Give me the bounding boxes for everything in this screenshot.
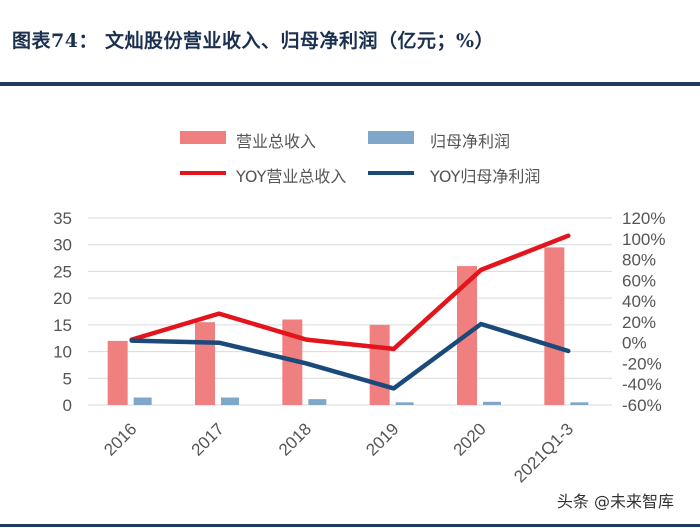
y-right-tick-label: -60% (622, 396, 662, 415)
y-left-tick-label: 5 (63, 369, 72, 388)
y-left-tick-label: 35 (53, 209, 72, 228)
y-right-tick-label: 60% (622, 271, 656, 290)
x-tick-label: 2016 (100, 419, 140, 459)
legend-label-yoy-profit: YOY归母净利润 (430, 167, 541, 186)
legend-swatch-yoy-profit (368, 171, 414, 175)
x-tick-label: 2021Q1-3 (510, 419, 577, 486)
x-tick-label: 2018 (275, 419, 315, 459)
profit-bar (570, 402, 589, 405)
y-left-tick-label: 10 (53, 343, 72, 362)
legend-yoy-profit: YOY归母净利润 (368, 163, 540, 187)
legend-label-revenue: 营业总收入 (236, 132, 317, 151)
legend-swatch-profit (368, 131, 414, 144)
legend-swatch-yoy-revenue (180, 171, 226, 175)
x-tick-label: 2019 (362, 419, 402, 459)
legend-label-yoy-revenue: YOY营业总收入 (236, 167, 347, 186)
legend-label-profit: 归母净利润 (430, 132, 511, 151)
x-tick-label: 2017 (188, 419, 228, 459)
y-right-tick-label: 20% (622, 313, 656, 332)
yoy-revenue-line (129, 233, 571, 352)
profit-bar (221, 397, 239, 405)
profit-bar (395, 402, 414, 405)
watermark: 头条 @未来智库 (554, 488, 676, 512)
legend-yoy-revenue: YOY营业总收入 (180, 163, 346, 187)
y-right-tick-label: 0% (622, 334, 647, 353)
profit-bar (133, 397, 152, 405)
y-right-tick-label: 40% (622, 292, 656, 311)
revenue-bar (107, 340, 128, 405)
page-title: 图表74： 文灿股份营业收入、归母净利润（亿元；%） (12, 30, 495, 52)
y-right-tick-label: 100% (622, 230, 665, 249)
y-left-tick-label: 25 (53, 262, 72, 281)
y-left-tick-label: 30 (53, 236, 72, 255)
y-right-tick-label: -20% (622, 354, 662, 373)
y-left-tick-label: 15 (53, 316, 72, 335)
profit-bar (308, 399, 327, 405)
revenue-bar (195, 322, 215, 405)
title-rule (0, 82, 700, 86)
y-right-tick-label: 120% (622, 209, 665, 228)
bottom-rule (0, 524, 700, 527)
yoy-profit-line (129, 321, 571, 391)
x-tick-label: 2020 (450, 419, 490, 459)
legend-profit-bar: 归母净利润 (368, 128, 510, 152)
y-right-tick-label: 80% (622, 251, 656, 270)
y-right-tick-label: -40% (622, 375, 662, 394)
y-left-tick-label: 0 (63, 396, 72, 415)
profit-bar (483, 401, 501, 405)
y-left-tick-label: 20 (53, 289, 72, 308)
revenue-bar (544, 247, 565, 405)
revenue-bar (369, 324, 390, 405)
legend-swatch-revenue (180, 131, 226, 144)
legend-revenue-bar: 营业总收入 (180, 128, 316, 152)
